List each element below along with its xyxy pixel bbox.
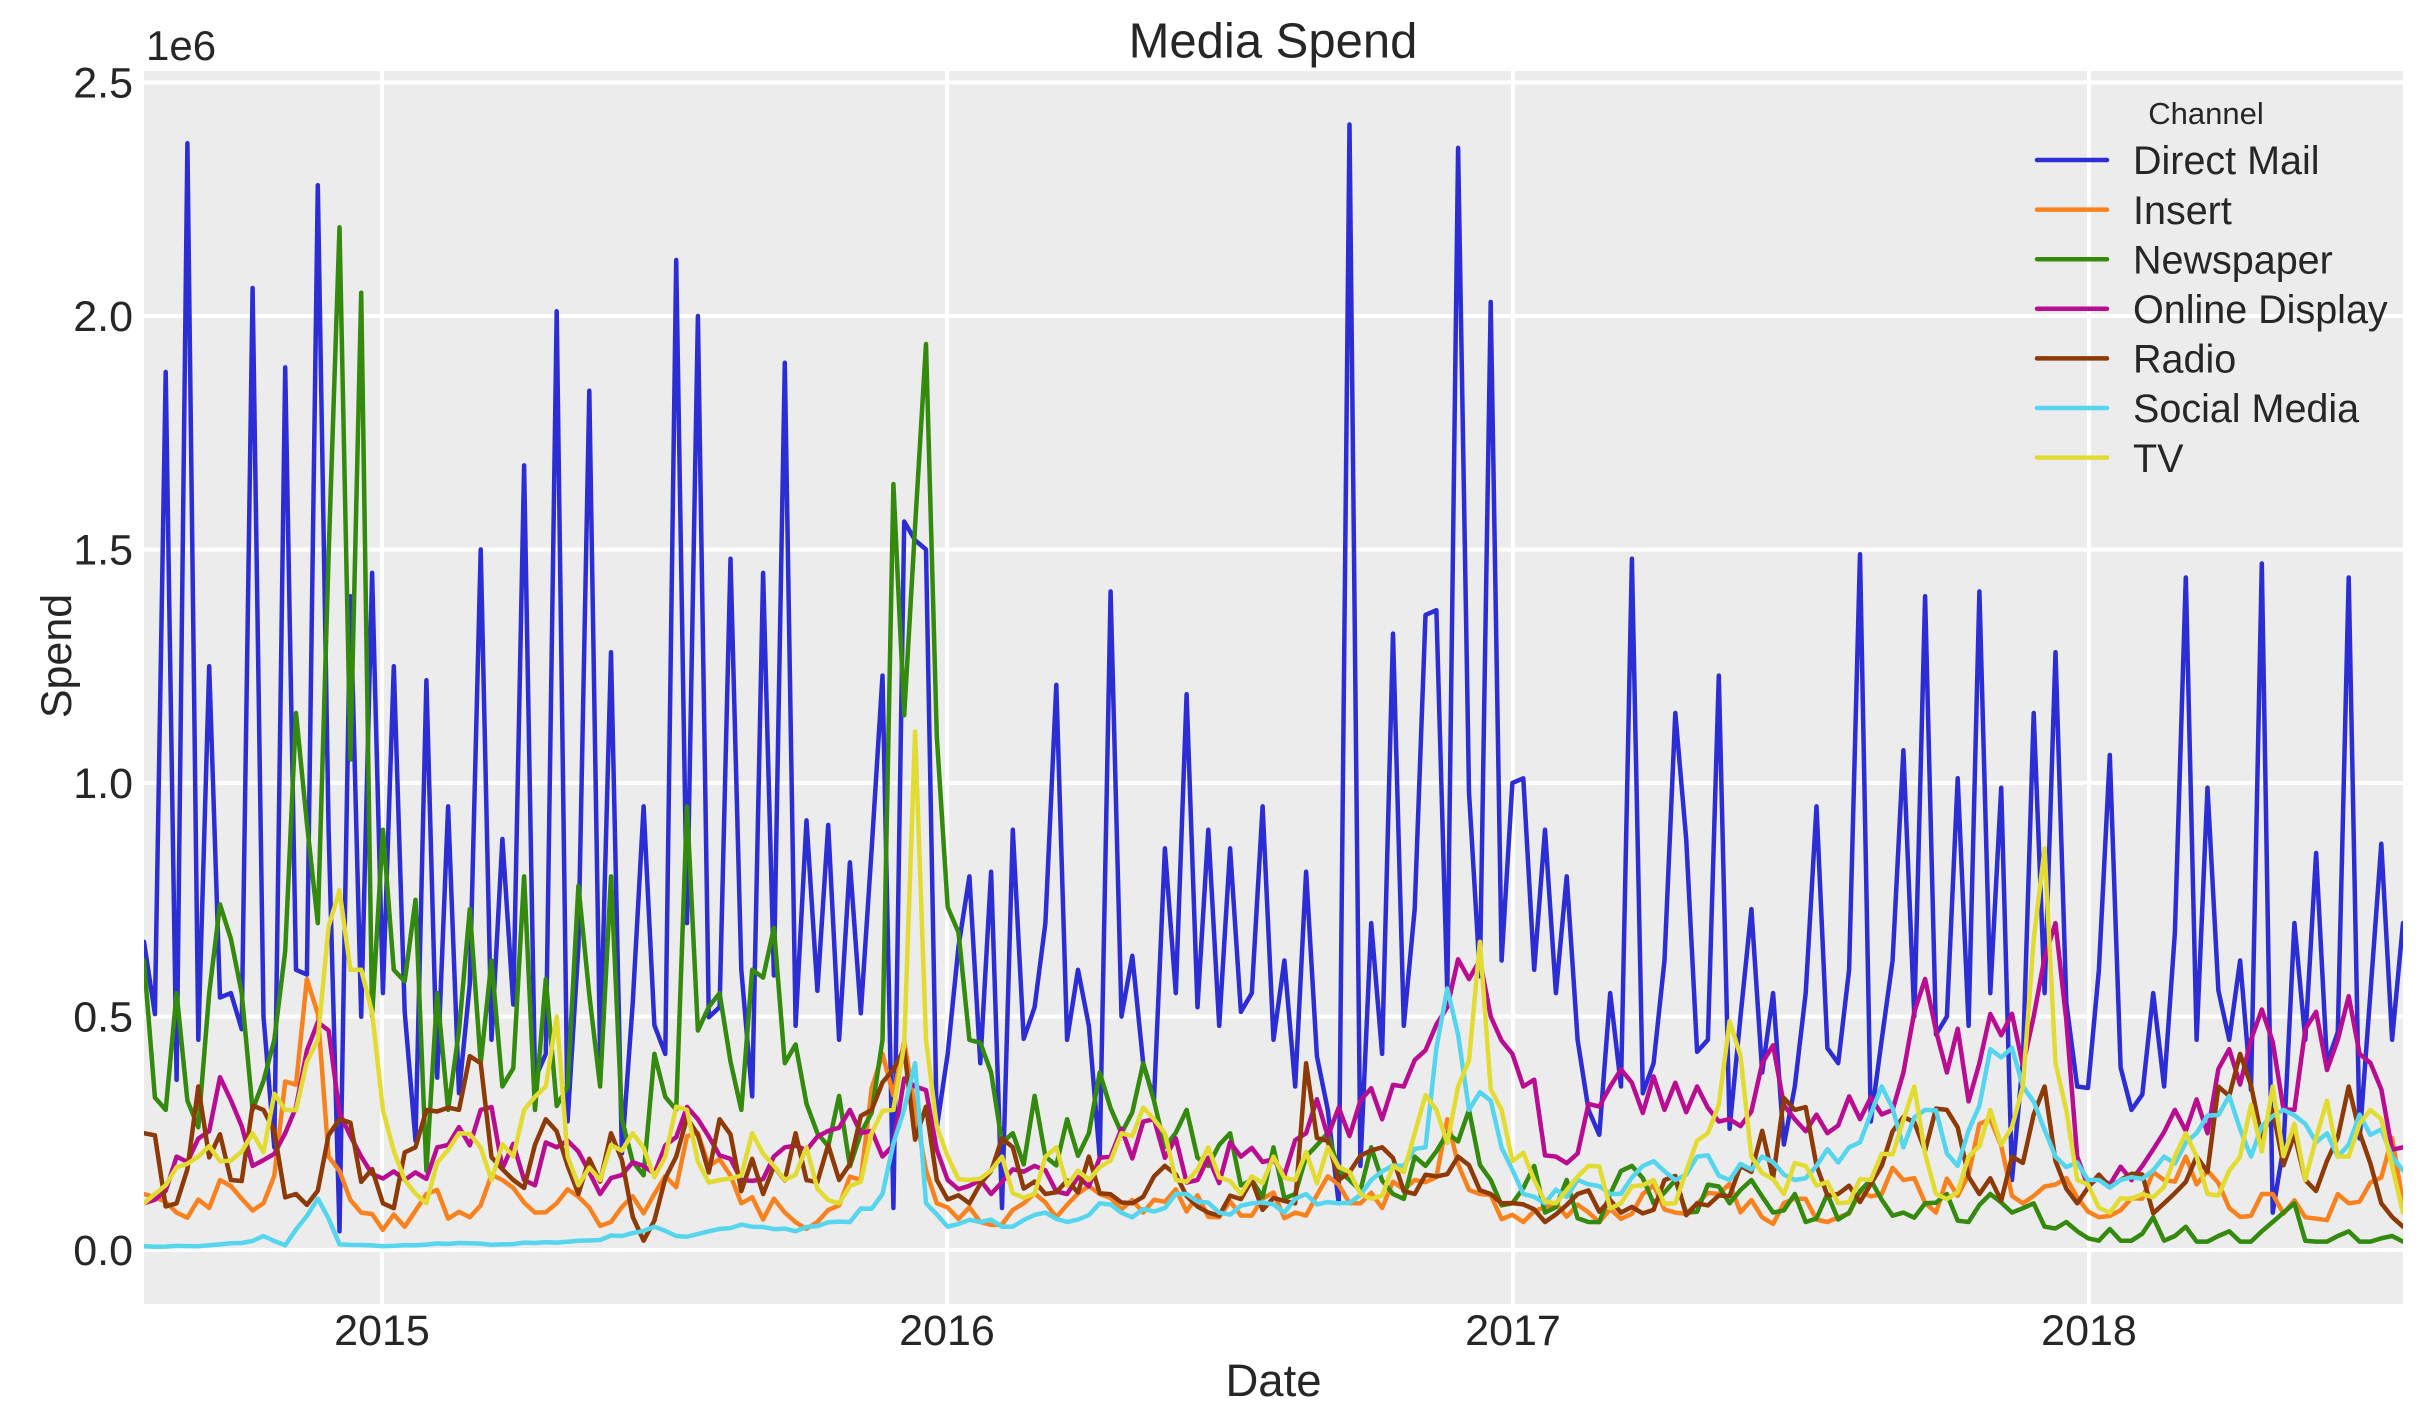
svg-text:Spend: Spend [33, 594, 81, 718]
svg-text:1.5: 1.5 [73, 527, 133, 575]
svg-text:TV: TV [2133, 437, 2184, 481]
svg-text:2015: 2015 [334, 1307, 430, 1355]
svg-text:Date: Date [1225, 1355, 1321, 1406]
svg-text:Media Spend: Media Spend [1129, 15, 1418, 69]
svg-text:2016: 2016 [899, 1307, 995, 1355]
svg-text:1e6: 1e6 [146, 22, 216, 69]
svg-text:2.5: 2.5 [73, 60, 133, 108]
svg-text:0.5: 0.5 [73, 994, 133, 1042]
svg-text:Newspaper: Newspaper [2133, 238, 2333, 282]
svg-text:2017: 2017 [1465, 1307, 1561, 1355]
svg-text:1.0: 1.0 [73, 760, 133, 808]
svg-text:Direct Mail: Direct Mail [2133, 139, 2320, 183]
svg-text:2.0: 2.0 [73, 293, 133, 341]
svg-text:Channel: Channel [2148, 96, 2263, 131]
svg-text:Social Media: Social Media [2133, 387, 2359, 431]
svg-text:0.0: 0.0 [73, 1227, 133, 1275]
svg-text:Online Display: Online Display [2133, 288, 2388, 332]
svg-text:2018: 2018 [2041, 1307, 2137, 1355]
svg-text:Radio: Radio [2133, 338, 2236, 382]
svg-text:Insert: Insert [2133, 189, 2232, 233]
